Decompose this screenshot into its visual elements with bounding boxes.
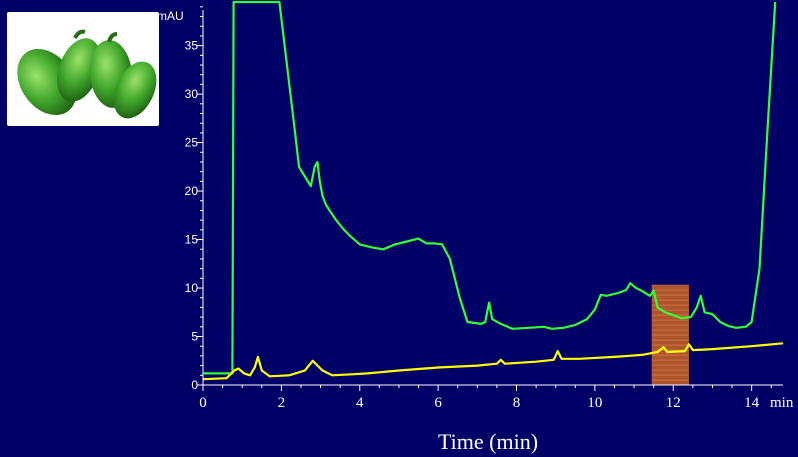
x-axis-title: Time (min) <box>438 429 538 454</box>
y-tick-label: 0 <box>191 378 198 392</box>
x-tick-label: 0 <box>199 395 207 411</box>
y-tick-label: 35 <box>185 39 199 53</box>
x-tick-label: 12 <box>666 395 681 411</box>
green-peppers-photo-icon <box>7 12 159 126</box>
x-tick-label: 8 <box>513 395 521 411</box>
y-tick-label: 15 <box>185 233 199 247</box>
pepper-stem <box>73 29 86 39</box>
y-tick-label: 25 <box>185 136 199 150</box>
x-tick-label: 2 <box>278 395 286 411</box>
pepper-shape <box>113 61 157 119</box>
y-tick-label: 20 <box>185 184 199 198</box>
x-unit-label: min <box>770 395 794 411</box>
y-unit-label: mAU <box>157 9 184 23</box>
pepper-stem <box>107 32 118 43</box>
x-tick-label: 6 <box>434 395 442 411</box>
pepper-shape <box>57 38 101 102</box>
x-tick-label: 4 <box>356 395 364 411</box>
y-tick-label: 10 <box>185 281 199 295</box>
x-tick-label: 14 <box>744 395 760 411</box>
x-tick-label: 10 <box>587 395 602 411</box>
y-tick-label: 5 <box>191 330 198 344</box>
y-tick-label: 30 <box>185 87 199 101</box>
peppers-illustration <box>17 29 157 119</box>
series-line-yellow <box>202 342 784 381</box>
series-line-green <box>203 0 777 375</box>
